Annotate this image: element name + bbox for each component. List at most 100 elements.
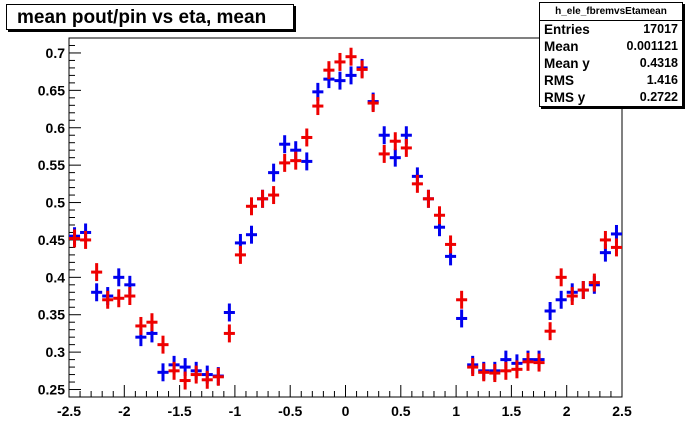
data-point (190, 365, 202, 384)
data-point (312, 97, 324, 116)
data-point (433, 206, 446, 225)
data-point (135, 316, 147, 335)
data-point (566, 287, 578, 306)
data-point (544, 302, 556, 320)
series-red (69, 47, 622, 390)
stats-label: Entries (544, 22, 590, 37)
data-point (478, 363, 490, 382)
data-point (345, 66, 357, 85)
data-point (69, 229, 81, 248)
data-point (378, 126, 390, 145)
stats-value: 0.001121 (626, 39, 678, 53)
data-point (223, 324, 235, 343)
stats-value: 0.2722 (639, 90, 678, 104)
data-point (345, 47, 357, 66)
data-point (577, 281, 589, 300)
data-point (356, 60, 368, 79)
data-point (113, 289, 125, 308)
data-point (522, 352, 534, 371)
x-tick-label: 1.5 (502, 403, 522, 419)
data-point (555, 290, 567, 309)
data-point (533, 353, 545, 372)
data-point (445, 235, 457, 254)
data-point (411, 174, 423, 193)
y-tick-label: 0.6 (46, 120, 66, 136)
data-point (113, 268, 125, 287)
data-point (334, 71, 346, 90)
data-point (422, 189, 434, 208)
stats-value: 0.4318 (639, 56, 678, 70)
stats-title: h_ele_fbremvsEtamean (540, 3, 682, 21)
data-point (179, 371, 191, 390)
data-point (279, 153, 291, 172)
data-point (168, 361, 180, 380)
y-axis: 0.25 0.3 0.35 0.4 0.45 0.5 0.55 0.6 0.65 0.7 (38, 37, 81, 398)
stats-row-rms: RMS 1.416 (540, 72, 682, 89)
data-point (212, 367, 224, 386)
stats-label: Mean y (544, 56, 590, 71)
data-point (389, 148, 401, 167)
stats-value: 1.416 (646, 73, 678, 87)
chart-title: mean pout/pin vs eta, mean (6, 4, 294, 30)
stats-row-entries: Entries 17017 (540, 21, 682, 38)
x-tick-label: 2.5 (612, 403, 632, 419)
data-point (290, 151, 302, 170)
x-tick-label: 2 (563, 403, 571, 419)
y-tick-label: 0.3 (46, 344, 66, 360)
data-point (80, 230, 92, 249)
y-tick-label: 0.35 (38, 307, 65, 323)
stats-label: RMS y (544, 90, 586, 105)
data-point (323, 61, 335, 80)
stats-box: h_ele_fbremvsEtamean Entries 17017 Mean … (539, 2, 683, 107)
data-point (389, 132, 401, 151)
stats-value: 17017 (643, 22, 678, 36)
data-point (467, 358, 479, 377)
x-tick-label: -0.5 (278, 403, 302, 419)
stats-row-rms-y: RMS y 0.2722 (540, 89, 682, 106)
data-point (245, 197, 258, 216)
data-point (555, 268, 567, 287)
data-point (268, 163, 280, 182)
data-point (234, 245, 246, 264)
data-point (91, 283, 103, 302)
y-tick-label: 0.55 (38, 157, 65, 173)
y-tick-label: 0.5 (46, 195, 66, 211)
data-point (378, 144, 390, 163)
data-point (544, 322, 556, 341)
data-point (456, 309, 468, 328)
data-point (268, 186, 280, 205)
stats-row-mean: Mean 0.001121 (540, 38, 682, 55)
data-point (157, 335, 169, 354)
data-point (102, 290, 114, 309)
x-tick-label: -2 (118, 403, 131, 419)
x-tick-label: -2.5 (57, 403, 81, 419)
data-point (301, 128, 313, 147)
data-point (489, 364, 501, 383)
data-point (157, 363, 169, 382)
y-tick-label: 0.25 (38, 382, 65, 398)
data-point (610, 238, 622, 257)
data-point (245, 225, 258, 244)
x-tick-label: 1 (452, 403, 460, 419)
data-point (599, 230, 611, 249)
stats-label: Mean (544, 39, 579, 54)
data-point (257, 189, 269, 208)
plot-frame (68, 37, 623, 398)
x-tick-label: -1.5 (168, 403, 192, 419)
data-point (124, 287, 136, 306)
data-point (367, 94, 379, 113)
data-point (511, 360, 523, 379)
data-point (279, 135, 291, 154)
series-layer (69, 47, 622, 390)
stats-row-mean-y: Mean y 0.4318 (540, 55, 682, 72)
x-tick-label: -1 (229, 403, 242, 419)
x-axis: -2.5 -2 -1.5 -1 -0.5 0 0.5 1 1.5 2 2.5 (57, 385, 632, 419)
y-tick-label: 0.4 (46, 269, 66, 285)
data-point (201, 370, 213, 389)
y-tick-label: 0.45 (38, 232, 65, 248)
data-point (91, 263, 103, 282)
data-point (301, 152, 313, 171)
x-tick-label: 0.5 (391, 403, 411, 419)
data-point (500, 361, 512, 380)
